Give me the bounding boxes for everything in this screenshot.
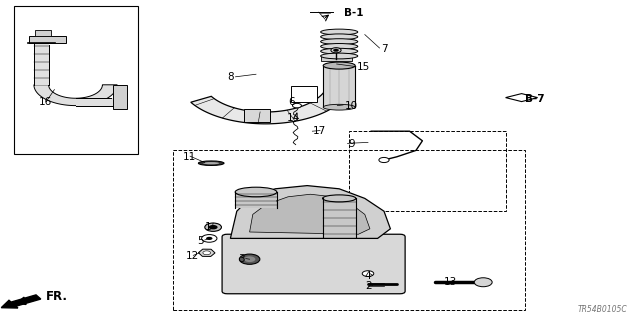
- Polygon shape: [34, 85, 117, 106]
- Bar: [235, 191, 276, 208]
- Text: 10: 10: [344, 100, 358, 111]
- Text: TR54B0105C: TR54B0105C: [577, 305, 627, 314]
- Circle shape: [331, 48, 341, 53]
- Circle shape: [379, 157, 389, 163]
- Text: 16: 16: [38, 97, 52, 108]
- Bar: [321, 56, 352, 61]
- Text: 8: 8: [227, 72, 234, 82]
- Bar: [173, 150, 525, 310]
- Text: 15: 15: [357, 62, 371, 72]
- Text: 2: 2: [365, 281, 371, 291]
- Ellipse shape: [321, 34, 358, 40]
- Ellipse shape: [204, 162, 219, 164]
- Bar: [113, 85, 127, 109]
- Bar: [349, 131, 506, 211]
- Text: B-7: B-7: [525, 94, 545, 104]
- Circle shape: [292, 103, 301, 108]
- Circle shape: [202, 235, 217, 242]
- Text: B-1: B-1: [344, 8, 364, 18]
- Ellipse shape: [323, 195, 356, 202]
- Text: 1: 1: [205, 222, 211, 232]
- Ellipse shape: [323, 104, 355, 110]
- Bar: [291, 86, 317, 102]
- Bar: [14, 6, 138, 154]
- Ellipse shape: [321, 48, 358, 54]
- Circle shape: [206, 237, 212, 240]
- Polygon shape: [230, 186, 390, 238]
- Text: 14: 14: [287, 113, 300, 124]
- Circle shape: [244, 256, 255, 262]
- Bar: [323, 66, 355, 107]
- Bar: [29, 36, 66, 43]
- Text: 7: 7: [381, 44, 387, 54]
- Circle shape: [362, 271, 374, 276]
- Ellipse shape: [198, 161, 224, 165]
- Text: 4: 4: [365, 271, 371, 281]
- Text: 13: 13: [444, 277, 457, 287]
- Circle shape: [333, 49, 339, 52]
- Text: 3: 3: [238, 254, 244, 264]
- Circle shape: [203, 251, 211, 255]
- Bar: [34, 43, 49, 85]
- Bar: [76, 98, 113, 106]
- Text: FR.: FR.: [46, 290, 68, 303]
- Ellipse shape: [321, 29, 358, 35]
- Circle shape: [474, 278, 492, 287]
- Polygon shape: [506, 93, 538, 101]
- Bar: [323, 198, 356, 237]
- Bar: [35, 30, 51, 36]
- FancyBboxPatch shape: [222, 234, 405, 294]
- Text: 9: 9: [349, 139, 355, 149]
- FancyArrow shape: [1, 295, 41, 308]
- Circle shape: [239, 254, 260, 264]
- Ellipse shape: [321, 53, 358, 59]
- Circle shape: [205, 223, 221, 231]
- Text: 5: 5: [197, 236, 204, 246]
- Text: 11: 11: [182, 152, 196, 162]
- Text: 12: 12: [186, 251, 199, 261]
- Ellipse shape: [323, 62, 355, 69]
- Bar: [244, 109, 270, 122]
- Circle shape: [209, 225, 218, 229]
- Ellipse shape: [321, 44, 358, 49]
- Ellipse shape: [236, 187, 277, 197]
- Text: 17: 17: [312, 126, 326, 136]
- Ellipse shape: [321, 39, 358, 44]
- Polygon shape: [250, 194, 370, 234]
- Polygon shape: [191, 89, 349, 124]
- Text: 6: 6: [288, 97, 294, 108]
